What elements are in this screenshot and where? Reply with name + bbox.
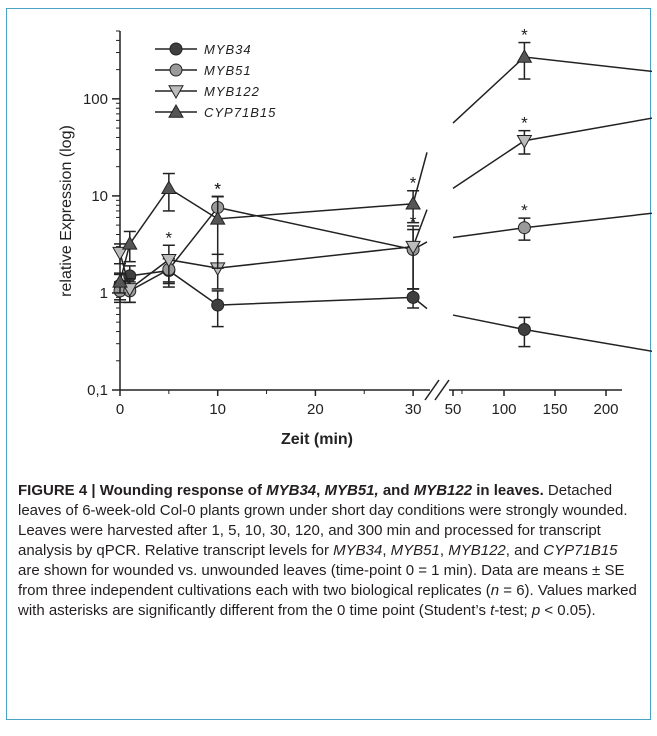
caption-title: Wounding response of MYB34, MYB51, and M… [100,482,544,499]
legend-marker [169,63,183,77]
x-tick-label: 20 [307,401,324,418]
data-point [517,323,531,337]
x-tick-label: 0 [116,401,124,418]
legend-marker [169,42,183,56]
y-tick-label: 0,1 [87,382,108,399]
data-point [406,290,420,304]
x-tick-label: 50 [445,401,462,418]
data-point [112,246,128,261]
data-point [211,298,225,312]
series-line-MYB122 [119,209,428,291]
legend-marker [168,103,184,118]
caption-text-run: t [490,602,495,619]
legend-label: MYB122 [204,84,260,99]
y-axis-title: relative Expression (log) [58,125,75,297]
legend-label: CYP71B15 [204,105,276,120]
significance-asterisk: * [410,174,417,193]
figure-caption: FIGURE 4 | Wounding response of MYB34, M… [18,481,640,621]
x-axis-title: Zeit (min) [281,431,353,448]
caption-text-run: MYB51, [324,482,379,499]
x-tick-label: 200 [593,401,618,418]
series-line-MYB51 [120,206,428,292]
axis-break-mark [434,379,450,401]
significance-asterisk: * [166,228,173,247]
caption-text-run: , [439,542,449,559]
expression-chart: 0,1 1 10 100 0 10 20 30 50 100 150 200 Zeit (min) rel… [58,26,652,448]
caption-text-run: MYB34 [266,482,317,499]
x-tick-label: 100 [491,401,516,418]
data-point [121,235,138,250]
caption-text-run: < 0.05). [540,602,596,619]
data-point [516,134,533,149]
figure-panel: 0,1 1 10 100 0 10 20 30 50 100 150 200 Zeit (min) rel… [6,8,652,720]
legend-label: MYB51 [204,63,252,78]
series-line-CYP71B15 [119,152,428,283]
caption-text-run: in leaves. [472,482,544,499]
significance-asterisk: * [214,179,221,198]
data-point [160,253,177,268]
series-line-MYB122 [452,117,652,190]
series-line-MYB34 [452,314,652,353]
significance-asterisk: * [214,180,221,199]
series-line-MYB51 [452,212,652,239]
caption-text-run: Wounding response of [99,482,267,499]
legend-label: MYB34 [204,42,252,57]
axis-break-mark [424,379,440,401]
y-tick-label: 1 [100,285,108,302]
data-point [517,221,531,235]
significance-asterisk: * [521,114,528,133]
caption-text-run: , [382,542,391,559]
data-point [112,273,128,288]
data-point [160,180,177,194]
caption-text-run: MYB122 [448,542,506,559]
x-tick-label: 30 [405,401,422,418]
caption-text-run: MYB51 [390,542,440,559]
caption-text-run: -test; [494,602,532,619]
caption-text-run: = 6). Values marked with asterisks are s… [18,582,637,619]
caption-text-run: p [531,602,541,619]
caption-text-run: MYB122 [413,482,473,499]
data-point [209,210,226,225]
caption-text-run: and [378,482,414,499]
caption-text-run: are shown for wounded vs. unwounded leav… [18,562,625,599]
x-tick-label: 150 [542,401,567,418]
caption-text-run: CYP71B15 [543,542,618,559]
caption-text-run: n [490,582,500,599]
caption-text-run: MYB34 [333,542,383,559]
caption-text-run: , [316,482,325,499]
data-point [405,195,421,210]
caption-text-run: Detached leaves of 6-week-old Col-0 plan… [18,482,628,559]
caption-text-run: , and [505,542,544,559]
significance-asterisk: * [521,201,528,220]
y-tick-label: 10 [91,188,108,205]
y-tick-label: 100 [83,91,108,108]
series-line-CYP71B15 [452,56,652,124]
x-tick-label: 10 [209,401,226,418]
data-point [405,240,421,255]
data-point [516,48,533,63]
caption-label: FIGURE 4 | [18,482,100,499]
legend-marker [168,85,184,100]
caption-body: Detached leaves of 6-week-old Col-0 plan… [18,482,637,619]
significance-asterisk: * [521,26,528,45]
